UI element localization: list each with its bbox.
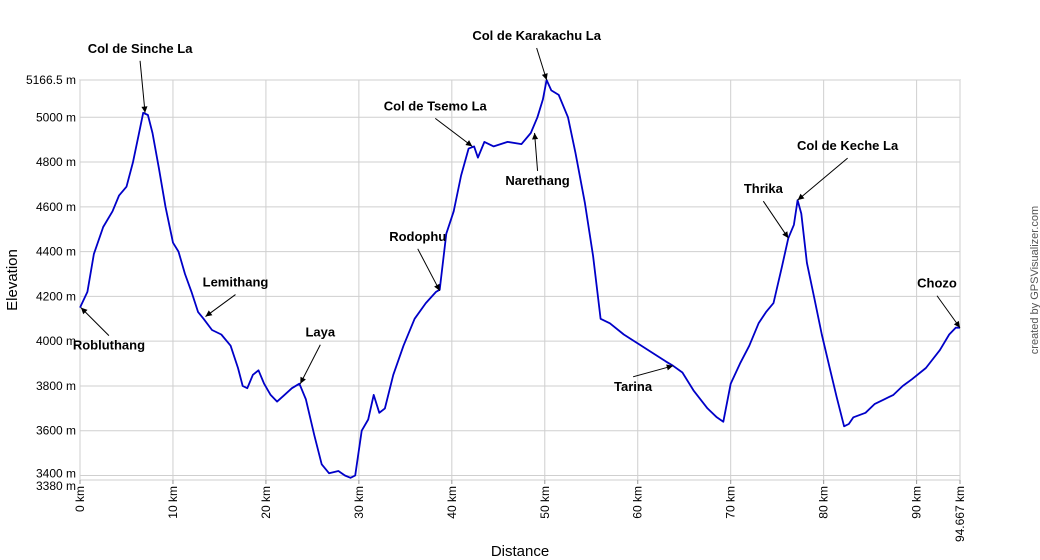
x-axis-title: Distance	[491, 543, 549, 560]
x-tick-label: 10 km	[166, 486, 180, 519]
credit-text: created by GPSVisualizer.com	[1029, 206, 1040, 354]
y-tick-label: 4200 m	[36, 289, 76, 303]
y-tick-label: 5000 m	[36, 110, 76, 124]
annotation-pointer	[762, 200, 789, 239]
annotation-label: Col de Karakachu La	[472, 28, 601, 43]
annotations: Col de Sinche La Robluthang Lemithang Laya R…	[73, 28, 961, 394]
annotation-label: Robluthang	[73, 338, 145, 353]
annotation-label: Col de Tsemo La	[384, 98, 488, 113]
y-tick-label: 4000 m	[36, 334, 76, 348]
annotation-arrowhead	[205, 310, 213, 317]
annotation-label: Rodophu	[389, 229, 446, 244]
annotation-pointer	[936, 295, 961, 329]
annotation-arrowhead	[141, 106, 148, 113]
annotation-arrowhead	[541, 73, 548, 80]
annotation-arrowhead	[782, 231, 789, 239]
y-axis-title: Elevation	[4, 249, 21, 311]
y-tick-label: 5166.5 m	[26, 73, 76, 87]
x-tick-label: 60 km	[631, 486, 645, 519]
x-tick-label: 90 km	[910, 486, 924, 519]
elevation-line	[79, 79, 960, 479]
x-tick-label: 40 km	[445, 486, 459, 519]
annotation-label: Thrika	[744, 181, 784, 196]
annotation-pointer	[534, 132, 539, 171]
annotation-pointer	[80, 307, 110, 336]
annotation-pointer	[797, 157, 848, 201]
annotation-label: Narethang	[505, 173, 569, 188]
y-tick-label: 3380 m	[36, 479, 76, 493]
annotation-arrowhead	[532, 132, 539, 140]
x-tick-label: 80 km	[817, 486, 831, 519]
annotation-label: Laya	[305, 325, 335, 340]
x-tick-label: 20 km	[259, 486, 273, 519]
annotation-label: Lemithang	[203, 275, 269, 290]
annotation-pointer	[417, 248, 441, 292]
x-tick-label: 30 km	[352, 486, 366, 519]
x-axis-ticks: 0 km 10 km 20 km 30 km 40 km 50 km 60 km 70 km 8…	[73, 480, 967, 542]
x-tick-label: 0 km	[73, 486, 87, 512]
x-tick-label: 70 km	[724, 486, 738, 519]
annotation-label: Tarina	[614, 379, 653, 394]
annotation-pointer	[299, 344, 321, 384]
y-tick-label: 3600 m	[36, 424, 76, 438]
annotation-arrowhead	[797, 193, 805, 201]
annotation-label: Col de Keche La	[797, 138, 899, 153]
y-tick-label: 3800 m	[36, 379, 76, 393]
y-tick-label: 4800 m	[36, 155, 76, 169]
annotation-arrowhead	[80, 307, 88, 315]
gridlines	[79, 79, 961, 481]
x-tick-label: 94.667 km	[953, 486, 967, 542]
annotation-arrowhead	[465, 140, 473, 147]
annotation-pointer	[632, 365, 674, 378]
annotation-arrowhead	[434, 283, 440, 291]
annotation-arrowhead	[953, 320, 960, 328]
annotation-label: Col de Sinche La	[88, 41, 194, 56]
annotation-pointer	[434, 117, 473, 147]
annotation-pointer	[139, 60, 146, 113]
y-tick-label: 4600 m	[36, 200, 76, 214]
annotation-arrowhead	[300, 376, 306, 384]
annotation-arrowhead	[666, 364, 674, 371]
x-tick-label: 50 km	[538, 486, 552, 519]
y-tick-label: 3400 m	[36, 467, 76, 481]
plot-area	[79, 79, 961, 481]
annotation-label: Chozo	[917, 276, 957, 291]
y-tick-label: 4400 m	[36, 245, 76, 259]
